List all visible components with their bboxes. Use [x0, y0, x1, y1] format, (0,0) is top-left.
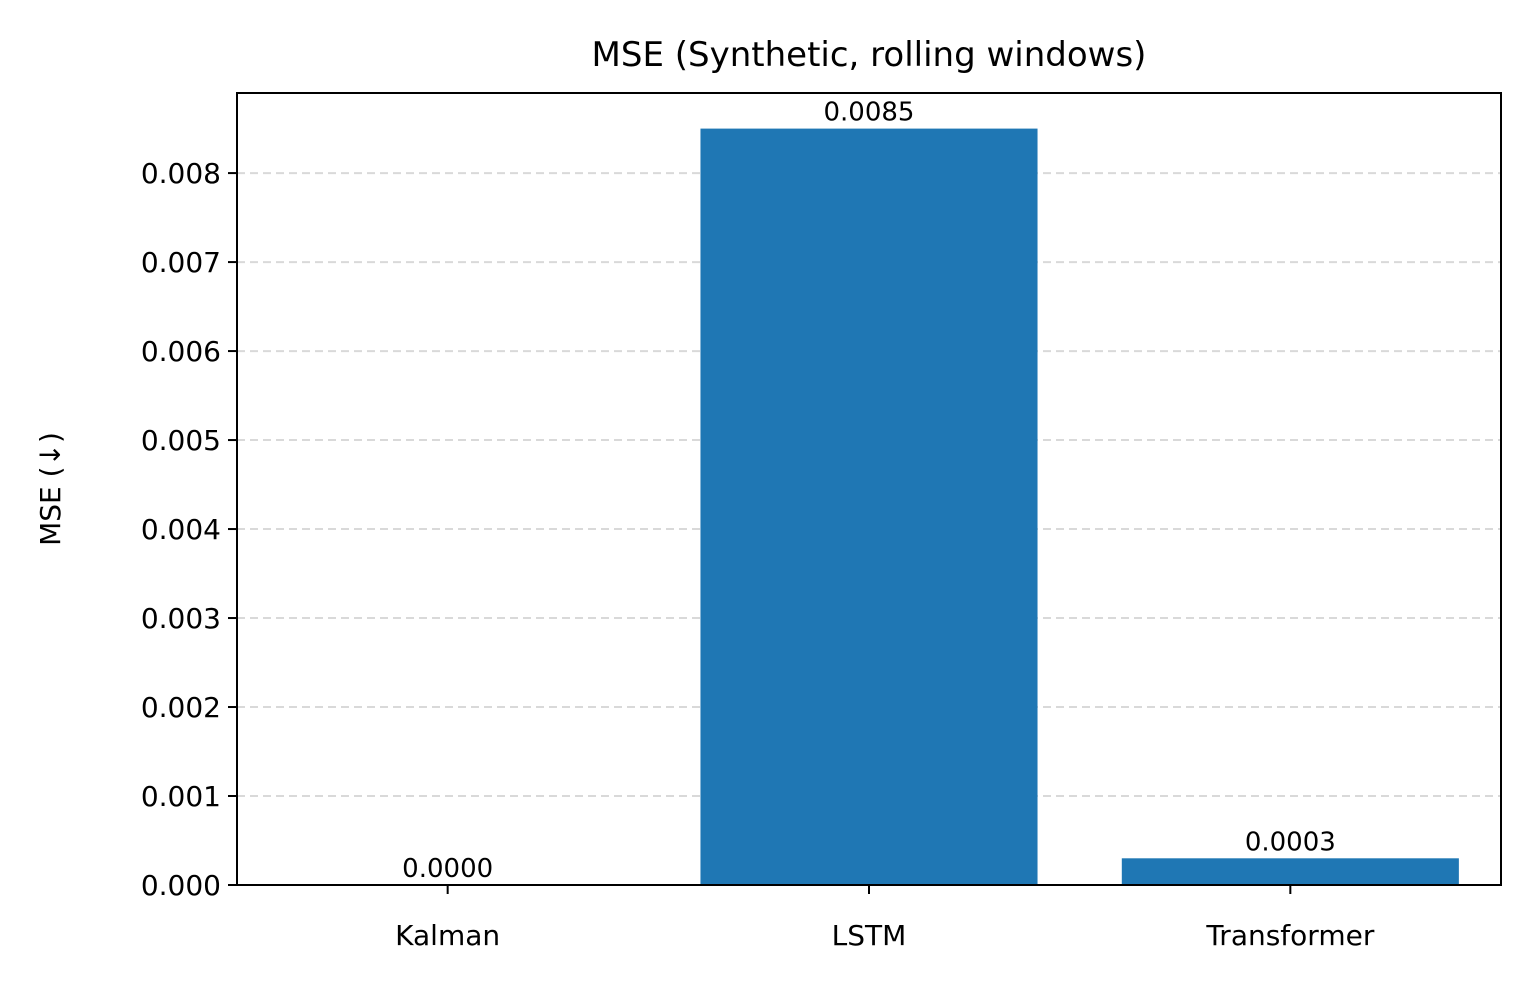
- bar-transformer: [1121, 858, 1459, 885]
- bar-value-label: 0.0085: [824, 98, 915, 128]
- axes-layer: [228, 92, 1502, 894]
- bars-layer: [700, 128, 1459, 885]
- bar-lstm: [700, 128, 1038, 885]
- y-tick-label: 0.003: [141, 602, 221, 635]
- y-tick-label: 0.000: [141, 869, 221, 902]
- y-tick-label: 0.008: [141, 157, 221, 190]
- chart-title: MSE (Synthetic, rolling windows): [592, 35, 1147, 75]
- labels-layer: 0.0000 0.0085 0.0003 0.000 0.001 0.002 0.003 0.…: [141, 98, 1375, 952]
- y-tick-label: 0.001: [141, 780, 221, 813]
- y-tick-label: 0.002: [141, 691, 221, 724]
- x-tick-label: Kalman: [395, 919, 500, 952]
- bar-value-label: 0.0003: [1245, 827, 1336, 857]
- y-tick-label: 0.006: [141, 335, 221, 368]
- y-tick-label: 0.005: [141, 424, 221, 457]
- y-tick-label: 0.004: [141, 513, 221, 546]
- y-tick-label: 0.007: [141, 246, 221, 279]
- x-tick-label: Transformer: [1205, 919, 1375, 952]
- x-tick-label: LSTM: [832, 919, 907, 952]
- bar-value-label: 0.0000: [402, 854, 493, 884]
- y-axis-label: MSE (↓): [34, 432, 67, 546]
